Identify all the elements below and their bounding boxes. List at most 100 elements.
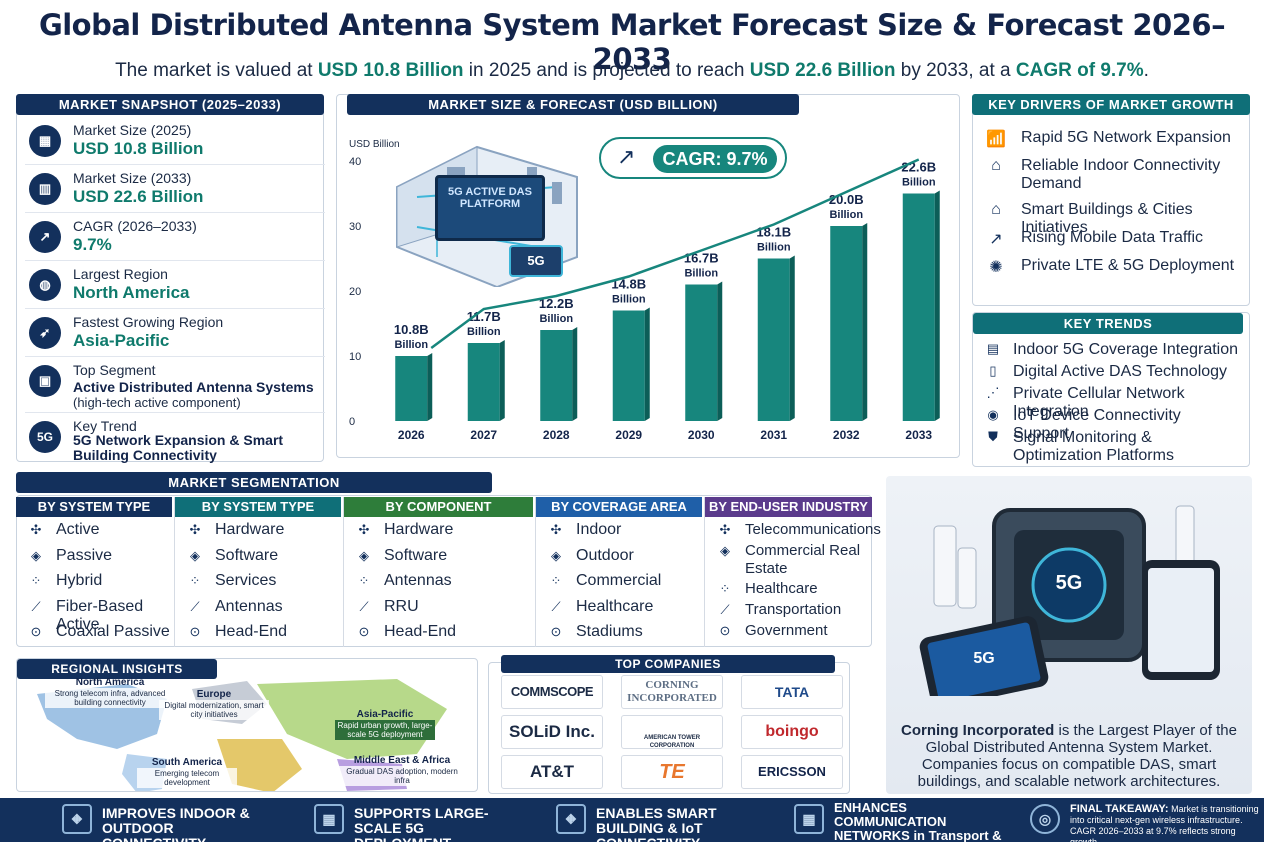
- segmentation-item-label: Head-End: [215, 623, 288, 640]
- segmentation-item-label: Software: [215, 546, 279, 564]
- segmentation-item-label: Coaxial Passive: [56, 623, 170, 640]
- segmentation-item: ⟋ Healthcare: [536, 598, 702, 624]
- bar-group: 2027 11.7B Billion: [467, 309, 505, 442]
- chip-icon: ▣: [29, 365, 61, 397]
- segmentation-item-label: RRU: [384, 597, 419, 615]
- segmentation-item: ⁘ Hybrid: [16, 572, 172, 598]
- bar-value-label: 12.2B: [539, 296, 574, 311]
- segmentation-item-label: Active: [56, 521, 100, 538]
- region-label: North America Strong telecom infra, advan…: [45, 677, 175, 708]
- segmentation-column-heading: BY END-USER INDUSTRY: [705, 497, 872, 517]
- snapshot-value: 5G Network Expansion & Smart Building Co…: [73, 432, 284, 463]
- segment-icon: ⊙: [358, 624, 370, 639]
- network-icon: ⋰: [986, 385, 1000, 400]
- segmentation-item-label: Stadiums: [576, 623, 643, 640]
- segmentation-item-label: Antennas: [215, 597, 283, 615]
- driver-item: ↗ Rising Mobile Data Traffic: [983, 229, 1245, 251]
- bar-group: 2030 16.7B Billion: [684, 251, 723, 442]
- building-icon: ▦: [314, 804, 344, 834]
- bar-growth-icon: 📶: [986, 131, 1006, 148]
- phone-icon: ▯: [989, 363, 997, 378]
- segment-icon: ⁘: [550, 573, 562, 588]
- region-desc: Strong telecom infra, advanced building …: [45, 688, 175, 708]
- bar-unit-label: Billion: [539, 313, 573, 325]
- benefit-item: ▦ SUPPORTS LARGE-SCALE 5G DEPLOYMENT: [314, 798, 544, 851]
- benefit-item: ⛖ IMPROVES INDOOR & OUTDOOR CONNECTIVITY: [62, 798, 292, 851]
- segment-icon: ✣: [189, 522, 201, 537]
- region-desc: Emerging telecom development: [137, 768, 237, 788]
- forecast-bar-chart: USD Billion010203040202610.8BBillion2027…: [349, 139, 940, 442]
- segmentation-item-label: Healthcare: [745, 580, 818, 597]
- bar: [902, 193, 935, 421]
- bar-side: [644, 307, 650, 421]
- segmentation-item: ◈ Software: [175, 547, 341, 573]
- top-companies-heading: TOP COMPANIES: [501, 655, 835, 673]
- bar-side: [789, 255, 795, 421]
- building-icon: ▦: [29, 125, 61, 157]
- benefit-text: ENHANCES COMMUNICATION NETWORKS in Trans…: [834, 800, 1002, 857]
- growth-arrow-icon: ↗: [617, 144, 636, 169]
- y-tick-label: 40: [349, 156, 361, 168]
- trend-text: Private Cellular Network Integration: [1013, 385, 1185, 420]
- segment-icon: ◈: [31, 547, 41, 563]
- page-subtitle: The market is valued at USD 10.8 Billion…: [0, 60, 1264, 82]
- bar-unit-label: Billion: [684, 268, 718, 280]
- segmentation-column-heading: BY SYSTEM TYPE: [175, 497, 341, 517]
- segment-icon: ⊙: [550, 624, 562, 639]
- segmentation-item: ⊙ Government: [705, 622, 872, 643]
- segmentation-column-heading: BY SYSTEM TYPE: [16, 497, 172, 517]
- segmentation-list: ✣ Active ◈ Passive ⁘ Hybrid ⟋ Fiber-Based Activ…: [16, 517, 172, 649]
- segment-icon: ⟋: [359, 598, 369, 614]
- bar-value-label: 14.8B: [611, 277, 646, 292]
- segmentation-item-label: Hardware: [384, 521, 454, 538]
- segment-icon: ✣: [719, 522, 731, 537]
- segmentation-item: ⊙ Head-End: [175, 623, 341, 649]
- home-icon: ⌂: [991, 201, 1001, 218]
- segment-icon: ⟋: [720, 602, 730, 617]
- bar-side: [717, 281, 723, 421]
- market-snapshot-heading: MARKET SNAPSHOT (2025–2033): [16, 94, 324, 115]
- bar-side: [499, 340, 505, 421]
- snapshot-row: ▥ Market Size (2033) USD 22.6 Billion: [25, 165, 325, 213]
- segmentation-item: ◈ Software: [344, 547, 533, 573]
- segmentation-item: ⟋ RRU: [344, 598, 533, 624]
- forecast-panel: MARKET SIZE & FORECAST (USD BILLION) ↗ C…: [336, 94, 960, 458]
- benefit-item: ⛖ ENABLES SMART BUILDING & IoT CONNECTIVI…: [556, 798, 786, 851]
- segment-icon: ⊙: [30, 624, 42, 639]
- bar: [685, 284, 718, 421]
- segment-icon: ⁘: [30, 573, 42, 588]
- snapshot-row: ▦ Market Size (2025) USD 10.8 Billion: [25, 117, 325, 165]
- segmentation-column: BY COVERAGE AREA ✣ Indoor ◈ Outdoor ⁘ Commerci…: [535, 497, 702, 647]
- bar: [612, 310, 645, 421]
- bar-side: [572, 327, 578, 421]
- benefit-text: SUPPORTS LARGE-SCALE 5G DEPLOYMENT: [354, 805, 489, 851]
- tablet-5g-label: 5G: [973, 650, 995, 667]
- company-logo: TE: [621, 755, 723, 789]
- key-drivers-heading: KEY DRIVERS OF MARKET GROWTH: [972, 94, 1250, 115]
- bar: [830, 226, 863, 421]
- segmentation-item: ✣ Hardware: [344, 521, 533, 547]
- snapshot-value: USD 22.6 Billion: [73, 187, 204, 206]
- segment-icon: ⟋: [31, 598, 41, 614]
- bar-value-label: 11.7B: [467, 309, 501, 324]
- key-trends-panel: KEY TRENDS ▤ Indoor 5G Coverage Integrati…: [972, 312, 1250, 467]
- trend-item: ◉ IoT Device Connectivity Support: [983, 407, 1245, 443]
- segment-icon: ◈: [551, 547, 561, 563]
- bottom-benefits-bar: ⛖ IMPROVES INDOOR & OUTDOOR CONNECTIVITY ▦…: [0, 798, 1264, 857]
- segmentation-item-label: Fiber-Based Active: [56, 597, 144, 633]
- antenna-left-2: [957, 547, 977, 609]
- segmentation-item-label: Passive: [56, 546, 113, 564]
- segmentation-item: ⁘ Services: [175, 572, 341, 598]
- shield-icon: ⛊: [988, 429, 998, 444]
- globe-icon: ◍: [29, 269, 61, 301]
- key-trends-heading: KEY TRENDS: [973, 313, 1243, 334]
- segment-icon: ◈: [190, 547, 200, 563]
- trend-item: ▯ Digital Active DAS Technology: [983, 363, 1245, 381]
- bar-group: 2029 14.8B Billion: [611, 277, 650, 442]
- region-desc: Gradual DAS adoption, modern infra: [337, 766, 467, 786]
- x-tick-label: 2028: [543, 428, 570, 442]
- segmentation-item: ⁘ Antennas: [344, 572, 533, 598]
- subtitle-value-2025: USD 10.8 Billion: [317, 60, 464, 81]
- y-tick-label: 30: [349, 221, 361, 233]
- segmentation-column: BY COMPONENT ✣ Hardware ◈ Software ⁘ Antennas ⟋…: [343, 497, 533, 647]
